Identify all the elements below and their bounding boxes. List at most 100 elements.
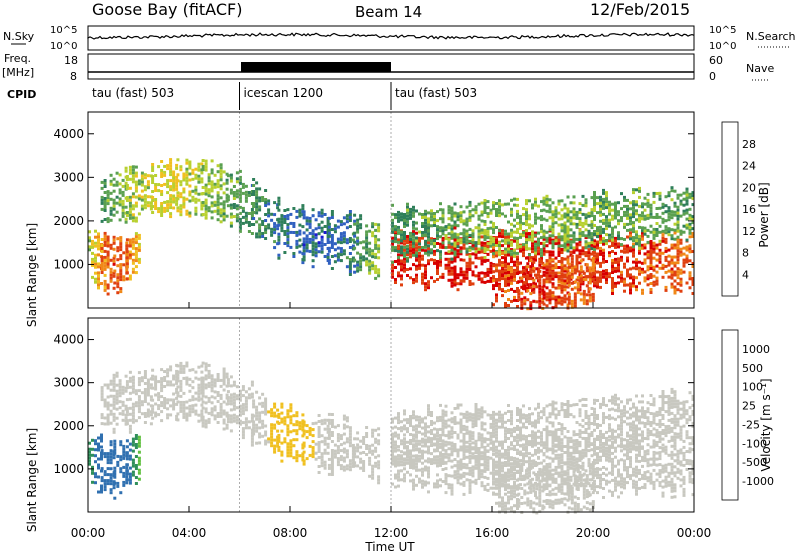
cpid-segment-label: icescan 1200 [244,86,323,100]
power-cell [560,248,564,251]
velocity-cell [501,452,504,456]
velocity-cell [118,388,122,392]
velocity-cell [450,465,454,469]
power-cell [605,191,608,195]
power-cell [629,276,632,280]
power-cell [655,270,659,274]
power-cell [394,240,397,244]
power-cell [210,186,214,190]
power-cell [525,199,528,203]
power-cell [575,237,579,241]
power-cell [632,251,635,255]
velocity-cell [374,446,378,450]
velocity-cell [154,378,158,382]
velocity-cell [368,447,372,451]
power-cell [605,224,608,228]
velocity-cell [516,457,519,461]
power-cell [210,210,214,214]
power-cell [513,298,516,302]
velocity-cell [201,415,205,419]
power-cell [581,246,585,250]
velocity-cell [201,391,205,395]
power-cell [548,256,552,260]
power-cell [112,256,116,260]
power-cell [575,254,579,258]
power-cell [465,250,469,254]
velocity-cell [128,376,132,380]
power-cell [323,243,327,246]
power-cell [480,201,484,205]
velocity-cell [100,457,103,461]
power-cell [608,275,611,279]
power-cell [134,174,138,178]
power-cell [137,242,141,246]
velocity-cell [270,426,274,430]
power-cell [418,260,421,264]
power-cell [295,245,299,249]
power-cell [617,281,620,285]
power-cell [673,279,677,283]
power-cell [623,280,626,284]
power-cell [430,258,433,262]
power-cell [649,215,653,219]
power-cell [572,216,576,220]
velocity-cell [447,459,451,463]
power-cell [439,226,442,230]
power-cell [537,273,540,277]
power-cell [201,186,205,189]
power-cell [308,216,312,220]
velocity-cell [415,444,418,448]
power-cell [611,286,614,289]
power-cell [575,213,579,217]
power-cell [225,181,229,185]
power-cell [468,268,472,271]
power-cell [100,219,104,223]
velocity-cell [305,424,309,428]
power-cell [424,249,427,253]
power-cell [685,211,689,215]
velocity-cell [122,483,126,487]
power-cell [112,207,116,211]
power-cell [593,248,596,251]
power-cell [617,263,620,267]
velocity-cell [330,434,334,437]
velocity-cell [273,423,277,427]
velocity-cell [345,455,349,459]
power-cell [492,270,495,274]
power-cell [605,221,608,225]
velocity-cell [176,391,180,395]
power-cell [498,211,501,215]
velocity-cell [106,452,110,456]
velocity-cell [483,445,487,449]
power-cell [611,289,614,292]
power-cell [447,272,451,276]
power-cell [626,271,629,275]
power-cell [204,210,208,214]
power-cell [584,219,588,223]
power-cell [450,245,454,249]
velocity-cell [421,467,424,471]
power-cell [179,183,183,187]
velocity-cell [125,439,129,443]
power-cell [652,280,656,284]
velocity-cell [216,400,220,403]
power-cell [154,207,158,210]
power-cell [570,272,574,276]
power-cell [520,270,524,274]
power-cell [557,271,561,275]
power-cell [664,240,668,244]
power-cell [588,266,592,270]
power-cell [94,256,97,260]
power-cell [566,285,570,289]
power-cell [635,242,638,246]
velocity-cell [250,380,254,384]
power-cell [143,185,147,189]
power-cell [128,186,132,190]
velocity-cell [137,377,141,381]
power-cell [632,215,635,219]
velocity-cell [403,437,406,441]
power-cell [516,251,519,255]
power-cell [244,211,248,215]
power-cell [587,229,591,233]
power-cell [146,195,150,199]
